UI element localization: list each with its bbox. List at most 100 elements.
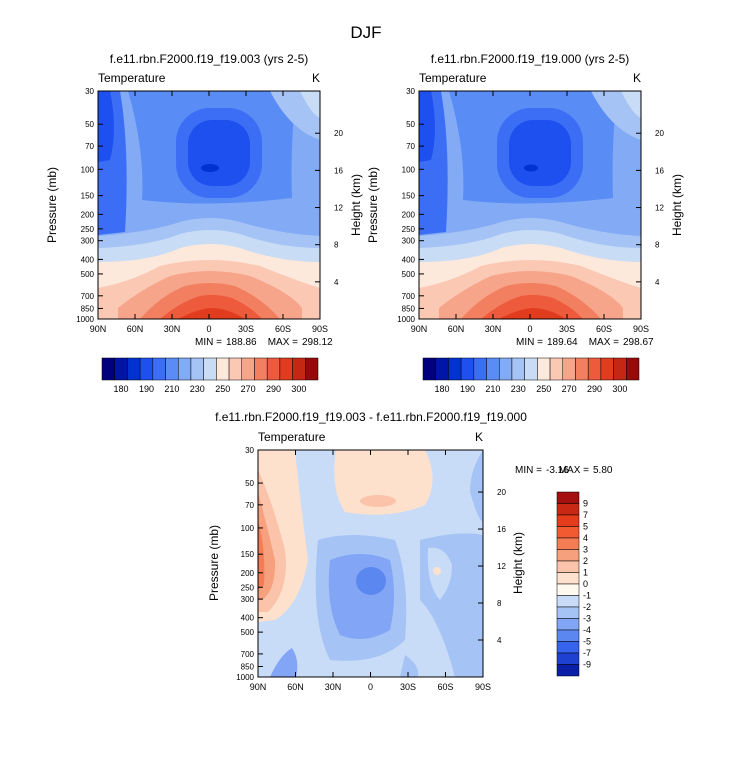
colorbar-label: 270 [241,384,256,394]
colorbar-box [556,629,580,642]
y-tick-label: 100 [402,165,416,174]
panel-2-variable-label: Temperature [419,71,487,85]
colorbar-box [498,357,513,381]
y-tick-label: 400 [81,255,95,264]
colorbar-box [305,357,319,381]
y-tick-label: 300 [402,237,416,246]
y-tick-label: 1000 [397,315,415,324]
colorbar-box [575,357,589,381]
colorbar-label: 290 [266,384,281,394]
panel-3-min-value: -3.16 [546,465,569,476]
panel-2-max-label: MAX = [589,337,619,348]
colorbar-box [448,357,462,381]
x-tick-label: 30N [325,682,342,692]
x-tick-label: 0 [527,324,532,334]
colorbar-box [556,606,580,619]
x-tick-label: 90N [90,324,107,334]
colorbar-box [556,491,580,504]
x-tick-label: 60N [127,324,144,334]
colorbar-box [165,357,179,381]
x-tick-label: 60S [275,324,291,334]
colorbar-label: 230 [511,384,526,394]
y-tick-label: 500 [81,270,95,279]
panel-2-ylabel: Pressure (mb) [366,167,380,243]
colorbar-label: -5 [583,637,591,647]
y-tick-label: 500 [402,270,416,279]
colorbar-box [562,357,576,381]
height-tick-label: 8 [655,241,660,250]
y-tick-label: 1000 [76,315,94,324]
colorbar-box [556,514,580,527]
panel-1-axes: 90N 60N 30N 0 30S 60S 90S 30 50 70 100 150 200 250 300… [76,87,343,334]
y-tick-label: 700 [241,650,255,659]
colorbar-label: -3 [583,614,591,624]
colorbar-label: 0 [583,579,588,589]
colorbar-box [600,357,614,381]
colorbar-label: 4 [583,533,588,543]
colorbar-box [241,357,255,381]
colorbar-box [626,357,640,381]
colorbar-box [556,664,580,677]
y-tick-label: 30 [85,87,94,96]
panel-2-units-label: K [633,71,641,85]
colorbar-label: 210 [164,384,179,394]
y-tick-label: 500 [241,628,255,637]
height-tick-label: 4 [655,278,660,287]
x-tick-label: 60S [596,324,612,334]
colorbar-box [190,357,204,381]
colorbar-box [556,526,580,539]
panel-1-units-label: K [312,71,320,85]
x-tick-label: 90N [250,682,267,692]
colorbar-box [127,357,141,381]
height-tick-label: 20 [655,129,664,138]
panel-1-min-value: 188.86 [226,337,257,348]
panel-1-variable-label: Temperature [98,71,166,85]
panel-1-colorbar: 180 190 210 230 250 270 290 300 [101,357,319,394]
x-tick-label: 30N [164,324,181,334]
y-tick-label: 30 [406,87,415,96]
y-tick-label: 250 [81,225,95,234]
colorbar-label: 180 [114,384,129,394]
y-tick-label: 50 [406,120,415,129]
height-tick-label: 20 [497,488,506,497]
y-tick-label: 100 [241,524,255,533]
colorbar-label: -7 [583,648,591,658]
panel-2-contours [419,91,641,319]
x-tick-label: 0 [206,324,211,334]
colorbar-box [556,549,580,562]
panel-3-max-label: MAX = [559,465,589,476]
colorbar-box [556,583,580,596]
panel-1-min-label: MIN = [195,337,222,348]
colorbar-box [114,357,128,381]
colorbar-label: 270 [562,384,577,394]
y-tick-label: 300 [81,237,95,246]
colorbar-label: -1 [583,591,591,601]
colorbar-box [152,357,166,381]
panel-3-min-label: MIN = [515,465,542,476]
y-tick-label: 250 [241,583,255,592]
height-tick-label: 16 [655,166,664,175]
x-tick-label: 60N [448,324,465,334]
colorbar-label: 180 [435,384,450,394]
panel-3-title: f.e11.rbn.F2000.f19_f19.003 - f.e11.rbn.… [215,410,527,424]
y-tick-label: 200 [81,210,95,219]
height-tick-label: 12 [655,204,664,213]
y-tick-label: 50 [85,120,94,129]
height-tick-label: 8 [497,599,502,608]
colorbar-box [556,560,580,573]
colorbar-box [613,357,627,381]
panel-2: f.e11.rbn.F2000.f19_f19.000 (yrs 2-5) Te… [366,52,684,394]
colorbar-box [537,357,551,381]
panel-3-max-value: 5.80 [593,465,613,476]
panel-2-max-value: 298.67 [623,337,654,348]
height-tick-label: 16 [497,525,506,534]
colorbar-box [556,503,580,516]
panel-2-min-value: 189.64 [547,337,578,348]
height-tick-label: 16 [334,166,343,175]
y-tick-label: 250 [402,225,416,234]
height-tick-label: 20 [334,129,343,138]
panel-1-max-label: MAX = [268,337,298,348]
colorbar-label: 290 [587,384,602,394]
colorbar-box [473,357,487,381]
y-tick-label: 70 [245,501,254,510]
